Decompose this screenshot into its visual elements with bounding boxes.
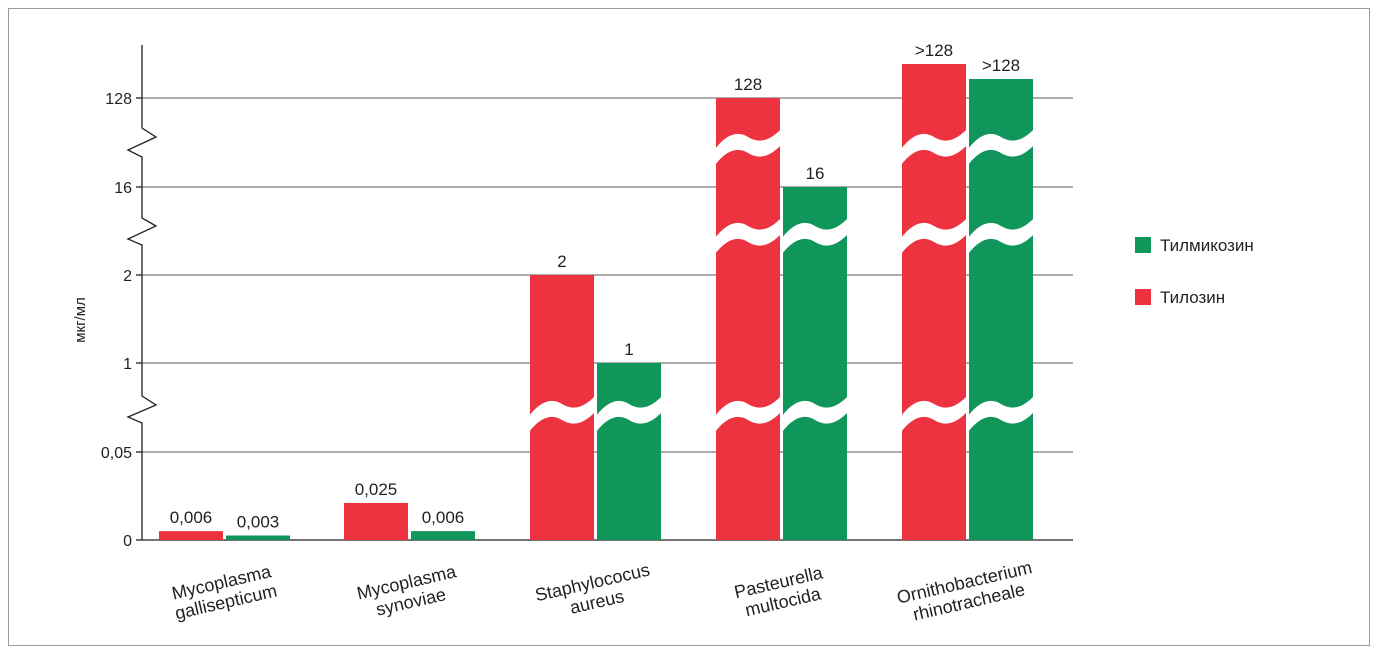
data-label: 128 [734, 75, 762, 94]
bar-break [715, 396, 781, 432]
data-label: 0,006 [422, 508, 465, 527]
bar-tylosin-3 [716, 98, 780, 540]
bar-tilmicosin-1 [411, 531, 475, 540]
legend-swatch [1135, 237, 1151, 253]
bar-tilmicosin-2 [597, 363, 661, 540]
bar-break [529, 396, 595, 432]
bar-tilmicosin-0 [226, 535, 290, 540]
legend-label: Тилмикозин [1160, 236, 1254, 255]
bar-tylosin-0 [159, 531, 223, 540]
bars [159, 64, 1034, 540]
bar-break [968, 396, 1034, 432]
bar-tylosin-1 [344, 503, 408, 540]
y-tick-label: 128 [105, 91, 132, 108]
legend: Тилмикозин Тилозин [1135, 236, 1254, 307]
data-labels: 0,006 0,025 2 128 >128 0,003 0,006 1 16 >128 [170, 41, 1020, 532]
bar-break [596, 396, 662, 432]
bar-tylosin-4 [902, 64, 966, 540]
y-tick-label: 16 [114, 180, 132, 197]
bar-break [782, 396, 848, 432]
data-label: 0,006 [170, 508, 213, 527]
bar-break [901, 129, 967, 165]
data-label: 2 [557, 252, 566, 271]
y-tick-label: 0 [123, 533, 132, 550]
bar-break [715, 218, 781, 254]
data-label: 0,025 [355, 480, 398, 499]
legend-swatch [1135, 289, 1151, 305]
data-label: 0,003 [237, 513, 280, 532]
bar-break [715, 129, 781, 165]
data-label: 1 [624, 340, 633, 359]
data-label: >128 [982, 56, 1020, 75]
data-label: >128 [915, 41, 953, 60]
bar-break [782, 218, 848, 254]
data-label: 16 [806, 164, 825, 183]
y-tick-label: 0,05 [101, 445, 132, 462]
bar-break [968, 129, 1034, 165]
y-axis-label: мкг/мл [72, 297, 89, 343]
y-axis: 0 0,05 1 2 16 128 [101, 45, 158, 550]
y-tick-label: 1 [123, 356, 132, 373]
bar-break [901, 218, 967, 254]
bar-tilmicosin-3 [783, 187, 847, 540]
y-tick-label: 2 [123, 268, 132, 285]
legend-label: Тилозин [1160, 288, 1225, 307]
bar-break [901, 396, 967, 432]
bar-break [968, 218, 1034, 254]
chart-frame [8, 8, 1370, 646]
y-axis-line [126, 45, 158, 540]
bar-tilmicosin-4 [969, 79, 1033, 540]
